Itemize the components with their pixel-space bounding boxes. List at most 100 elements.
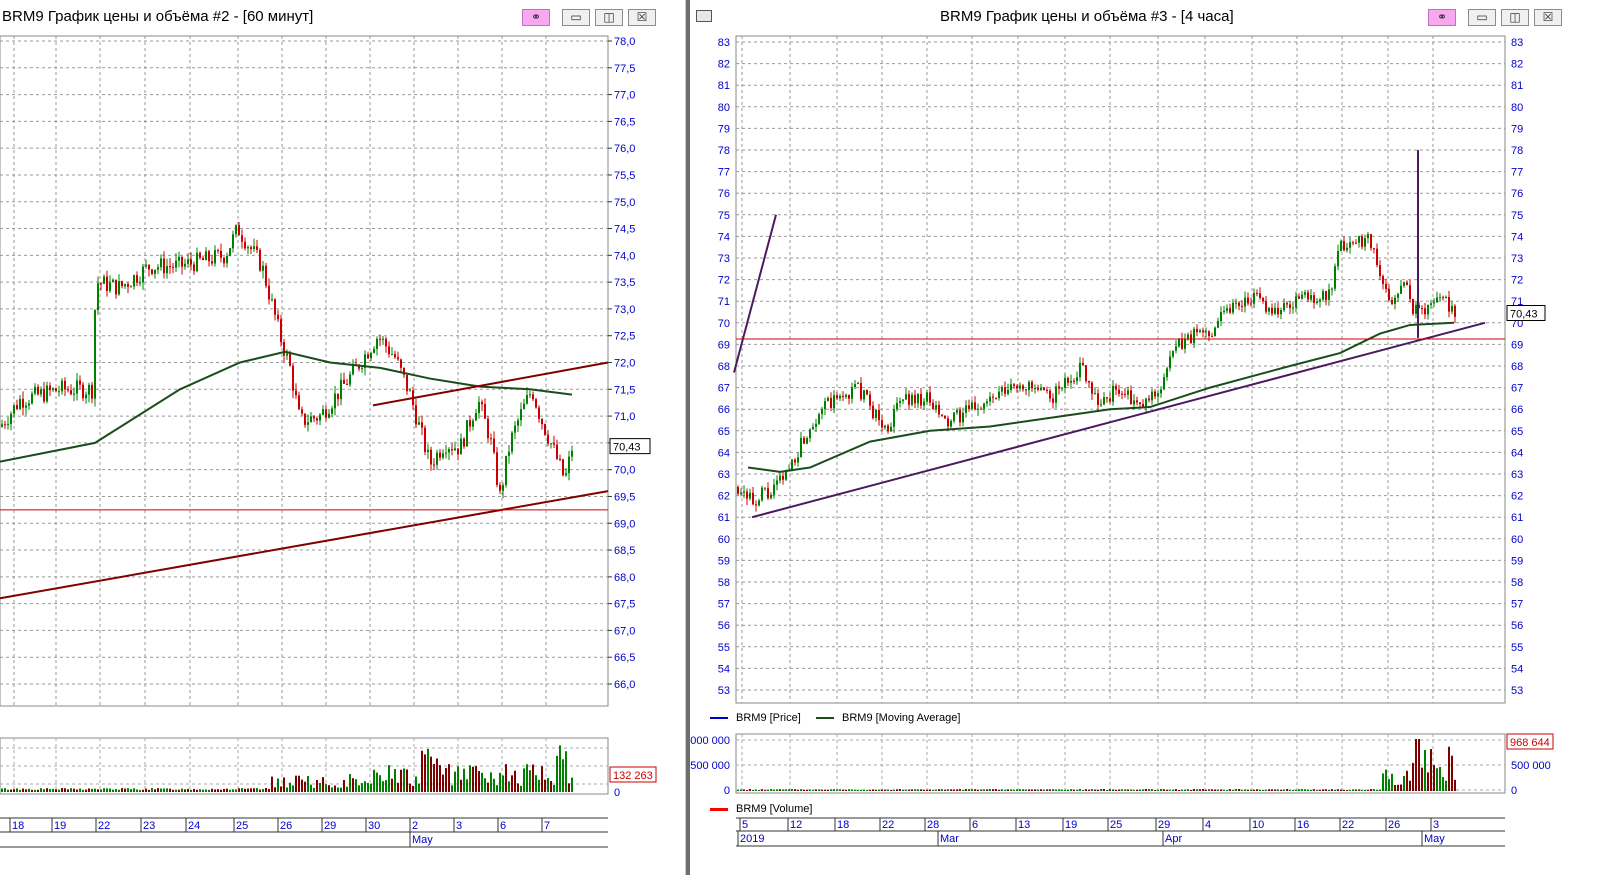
candle-body <box>1292 307 1294 309</box>
candle-body <box>298 395 300 410</box>
link-button[interactable]: ⚭ <box>1428 9 1456 26</box>
date-label: 7 <box>544 820 550 832</box>
volume-bar <box>791 789 793 791</box>
candle-body <box>562 459 564 476</box>
volume-bar <box>358 785 360 792</box>
volume-bar <box>785 789 787 791</box>
volume-bar <box>259 789 261 792</box>
candle-body <box>1055 386 1057 403</box>
price-axis-label: 73,5 <box>614 277 635 289</box>
candle-body <box>887 425 889 432</box>
maximize-button[interactable]: ◫ <box>1501 9 1529 26</box>
candle-body <box>337 393 339 400</box>
candle-body <box>1253 292 1255 304</box>
candle-body <box>388 346 390 355</box>
volume-bar <box>541 766 543 792</box>
candle-body <box>1394 297 1396 304</box>
window-menu-icon[interactable] <box>696 10 712 22</box>
price-axis-label: 67,5 <box>614 599 635 611</box>
candle-body <box>121 281 123 287</box>
minimize-icon: ▭ <box>1476 10 1488 24</box>
volume-bar <box>803 789 805 791</box>
candle-body <box>1250 303 1252 305</box>
candle-body <box>79 380 81 385</box>
volume-bar <box>1337 789 1339 791</box>
chart-window-4h[interactable]: BRM9 График цены и объёма #3 - [4 часа] … <box>686 0 1615 875</box>
volume-bar <box>1229 789 1231 791</box>
candle-body <box>1433 302 1435 304</box>
candle-body <box>277 314 279 320</box>
volume-bar <box>938 789 940 791</box>
candle-body <box>127 284 129 287</box>
candle-body <box>190 259 192 265</box>
candle-body <box>1178 338 1180 347</box>
volume-bar <box>97 789 99 792</box>
volume-bar <box>463 768 465 792</box>
minimize-button[interactable]: ▭ <box>562 9 590 26</box>
volume-bar <box>920 789 922 791</box>
volume-bar <box>827 789 829 791</box>
title-bar[interactable]: BRM9 График цены и объёма #3 - [4 часа] … <box>690 0 1615 36</box>
volume-bar <box>770 789 772 791</box>
price-axis-label-left: 62 <box>718 491 730 503</box>
volume-bar <box>556 755 558 792</box>
volume-bar <box>947 789 949 791</box>
candle-body <box>133 275 135 287</box>
volume-bar <box>193 788 195 792</box>
price-axis-label-right: 79 <box>1511 123 1523 135</box>
candle-body <box>187 259 189 264</box>
volume-bar <box>872 789 874 791</box>
candle-body <box>268 285 270 300</box>
candle-body <box>394 354 396 358</box>
candle-body <box>535 399 537 408</box>
volume-bar <box>1238 789 1240 791</box>
volume-bar <box>950 789 952 791</box>
candle-body <box>310 416 312 423</box>
volume-bar <box>529 770 531 792</box>
volume-bar <box>178 789 180 792</box>
volume-bar <box>388 765 390 792</box>
title-bar[interactable]: BRM9 График цены и объёма #2 - [60 минут… <box>0 0 685 36</box>
candle-body <box>944 415 946 419</box>
price-axis-label: 71,0 <box>614 411 635 423</box>
minimize-button[interactable]: ▭ <box>1468 9 1496 26</box>
volume-bar <box>1436 768 1438 791</box>
candle-body <box>1397 293 1399 298</box>
candle-body <box>484 404 486 419</box>
volume-bar <box>905 789 907 791</box>
close-button[interactable]: ☒ <box>628 9 656 26</box>
candle-body <box>313 416 315 419</box>
volume-bar <box>148 789 150 792</box>
candle-body <box>1064 377 1066 388</box>
candle-body <box>794 459 796 463</box>
maximize-button[interactable]: ◫ <box>595 9 623 26</box>
volume-bar <box>412 785 414 792</box>
volume-bar <box>1094 789 1096 791</box>
candle-body <box>1301 294 1303 299</box>
close-button[interactable]: ☒ <box>1534 9 1562 26</box>
candle-body <box>908 394 910 405</box>
volume-bar <box>1325 789 1327 791</box>
volume-bar <box>526 764 528 792</box>
candle-body <box>965 405 967 413</box>
candle-body <box>1022 385 1024 390</box>
candle-body <box>839 395 841 399</box>
candle-body <box>331 408 333 414</box>
price-volume-chart[interactable]: 83 83 82 82 81 81 80 80 79 79 78 78 77 77 76 76 75 75 74 74… <box>690 0 1615 875</box>
volume-bar <box>1373 789 1375 791</box>
price-volume-chart[interactable]: 78,0 77,5 77,0 76,5 76,0 75,5 75,0 74,5 74,0 73,5… <box>0 0 686 875</box>
volume-bar <box>1334 789 1336 791</box>
volume-bar <box>1232 789 1234 791</box>
candle-body <box>106 276 108 292</box>
link-button[interactable]: ⚭ <box>522 9 550 26</box>
candle-body <box>983 403 985 409</box>
volume-bar <box>262 789 264 792</box>
volume-bar <box>268 788 270 792</box>
volume-bar <box>334 785 336 792</box>
price-axis-label-left: 69 <box>718 339 730 351</box>
candle-body <box>541 418 543 425</box>
chart-window-60min[interactable]: BRM9 График цены и объёма #2 - [60 минут… <box>0 0 686 875</box>
price-axis-label-left: 53 <box>718 685 730 697</box>
volume-bar <box>893 789 895 791</box>
volume-bar <box>992 789 994 791</box>
